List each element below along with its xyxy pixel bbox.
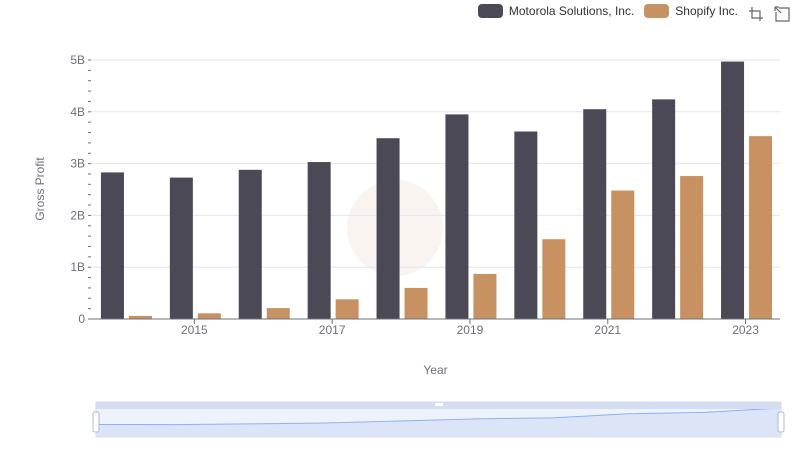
bar-shopify[interactable] — [680, 176, 704, 319]
restore-icon[interactable] — [774, 6, 790, 22]
bar-motorola[interactable] — [652, 99, 676, 319]
bar-motorola[interactable] — [721, 61, 745, 319]
zoom-grip-icon[interactable] — [435, 403, 443, 406]
x-tick-label: 2023 — [732, 323, 759, 337]
zoom-handle-left[interactable] — [92, 411, 100, 433]
legend-label-motorola: Motorola Solutions, Inc. — [508, 4, 635, 18]
y-tick-label: 4B — [70, 105, 85, 119]
x-tick-label: 2015 — [181, 323, 208, 337]
bar-shopify[interactable] — [266, 308, 290, 319]
legend: Motorola Solutions, Inc. Shopify Inc. — [477, 4, 738, 18]
bar-shopify[interactable] — [197, 313, 221, 319]
x-tick-label: 2017 — [319, 323, 346, 337]
bar-motorola[interactable] — [307, 162, 331, 319]
legend-label-shopify: Shopify Inc. — [675, 4, 738, 18]
legend-swatch-motorola — [477, 4, 503, 18]
legend-swatch-shopify — [644, 4, 670, 18]
zoom-preview-line — [95, 407, 782, 426]
bar-motorola[interactable] — [445, 114, 469, 319]
bar-shopify[interactable] — [128, 315, 152, 319]
bar-motorola[interactable] — [238, 169, 262, 319]
x-tick-label: 2019 — [457, 323, 484, 337]
bar-motorola[interactable] — [514, 131, 538, 319]
y-tick-label: 5B — [70, 53, 85, 67]
y-axis-title: Gross Profit — [33, 157, 47, 221]
bar-motorola[interactable] — [583, 109, 607, 320]
x-tick-label: 2021 — [594, 323, 621, 337]
legend-item-motorola[interactable]: Motorola Solutions, Inc. — [477, 4, 635, 18]
toolbox — [748, 6, 790, 22]
bar-shopify[interactable] — [611, 190, 635, 319]
bar-motorola[interactable] — [100, 172, 124, 319]
bar-shopify[interactable] — [335, 299, 359, 319]
y-tick-label: 1B — [70, 260, 85, 274]
y-tick-label: 3B — [70, 157, 85, 171]
bar-shopify[interactable] — [749, 136, 773, 319]
x-axis-title: Year — [423, 363, 447, 377]
zoom-icon[interactable] — [748, 6, 764, 22]
zoom-handle-right[interactable] — [777, 411, 785, 433]
y-tick-label: 2B — [70, 208, 85, 222]
bar-shopify[interactable] — [473, 273, 497, 319]
bar-shopify[interactable] — [404, 287, 428, 319]
y-tick-label: 0 — [78, 312, 85, 326]
bar-motorola[interactable] — [169, 177, 193, 319]
bar-motorola[interactable] — [376, 138, 400, 319]
bar-shopify[interactable] — [542, 239, 566, 319]
legend-item-shopify[interactable]: Shopify Inc. — [644, 4, 738, 18]
